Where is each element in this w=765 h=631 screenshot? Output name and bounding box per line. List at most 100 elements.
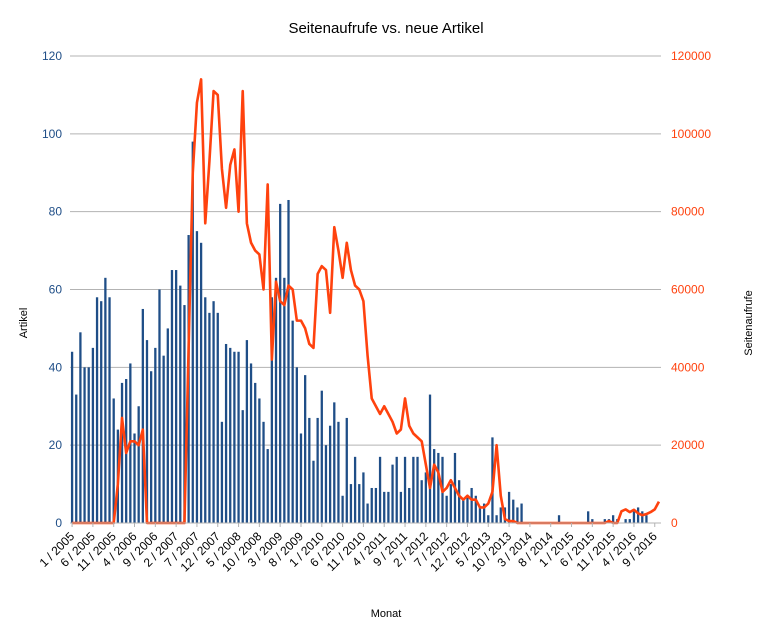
bar — [224, 343, 228, 523]
bar — [403, 456, 407, 523]
bar — [249, 363, 253, 523]
bar — [70, 351, 74, 523]
bar — [120, 382, 124, 523]
bar — [83, 367, 86, 523]
bar — [362, 472, 365, 523]
y-left-tick-label: 40 — [49, 360, 63, 374]
bar — [87, 367, 90, 523]
bar — [424, 472, 427, 523]
bar — [204, 297, 207, 523]
bar — [162, 355, 165, 523]
bar — [308, 417, 311, 523]
bar — [100, 301, 103, 523]
bar — [179, 285, 182, 523]
y-left-tick-label: 0 — [55, 516, 62, 530]
bar — [433, 449, 436, 523]
bar — [312, 460, 315, 523]
bar — [383, 491, 386, 523]
bar — [91, 347, 95, 524]
bar — [104, 277, 107, 523]
bar — [79, 332, 82, 523]
bar — [170, 270, 174, 523]
bar — [445, 495, 448, 523]
bar — [208, 312, 211, 523]
bar — [358, 484, 361, 523]
bar — [216, 312, 219, 523]
bar — [304, 375, 307, 523]
bar — [587, 511, 590, 523]
y-axis-right-label: Seitenaufrufe — [743, 290, 755, 355]
bar — [158, 289, 161, 523]
y-right-tick-label: 40000 — [671, 360, 705, 374]
bar — [133, 433, 136, 523]
bar — [462, 499, 465, 523]
bar — [399, 491, 403, 523]
bar — [324, 445, 328, 523]
y-left-tick-label: 60 — [49, 283, 63, 297]
bar — [391, 464, 394, 524]
bar — [591, 519, 594, 523]
y-right-tick-label: 120000 — [671, 49, 711, 63]
bar — [512, 499, 515, 523]
bar — [191, 141, 194, 523]
x-axis-label: Monat — [371, 608, 402, 620]
bar — [624, 519, 627, 523]
bar — [254, 382, 257, 523]
bar — [141, 308, 144, 523]
bar — [341, 495, 344, 523]
y-right-tick-label: 20000 — [671, 438, 705, 452]
bar — [212, 301, 215, 523]
bar — [233, 351, 236, 523]
bar — [229, 347, 232, 524]
bar — [337, 421, 340, 523]
bar — [466, 495, 469, 523]
bar — [137, 406, 140, 523]
y-right-tick-label: 100000 — [671, 127, 711, 141]
bar — [458, 480, 461, 523]
bar — [291, 320, 294, 523]
bar — [611, 515, 615, 523]
y-right-tick-label: 0 — [671, 516, 678, 530]
bar — [516, 507, 519, 523]
bar — [274, 277, 278, 523]
y-axis-right-ticks: 0 20000 40000 60000 80000 100000 120000 — [671, 49, 711, 530]
bar — [183, 305, 186, 523]
bar — [470, 487, 473, 523]
bar — [328, 425, 332, 523]
y-left-tick-label: 100 — [42, 127, 62, 141]
bar — [349, 484, 353, 523]
bar — [174, 270, 178, 523]
bar — [237, 351, 240, 523]
bar — [370, 487, 373, 523]
bar — [112, 398, 115, 523]
bar — [345, 417, 348, 523]
bar — [266, 449, 269, 523]
bar — [258, 398, 261, 523]
bar — [378, 456, 382, 523]
bar — [632, 511, 636, 523]
bar — [420, 480, 423, 523]
bar — [154, 347, 157, 524]
bar — [279, 203, 282, 523]
bar — [241, 410, 244, 523]
bar — [299, 433, 303, 523]
bar — [245, 340, 249, 523]
bar — [166, 328, 169, 523]
bar — [603, 519, 606, 523]
bar — [628, 519, 631, 523]
y-left-tick-label: 20 — [49, 438, 63, 452]
chart-title: Seitenaufrufe vs. neue Artikel — [288, 20, 483, 37]
bar — [636, 507, 640, 523]
y-axis-left-ticks: 0 20 40 60 80 100 120 — [42, 49, 62, 530]
bar — [374, 487, 378, 523]
bar — [416, 456, 419, 523]
bar — [283, 277, 286, 523]
bar — [320, 390, 323, 523]
bar — [150, 371, 153, 523]
bar — [437, 452, 440, 523]
bar — [199, 242, 203, 524]
bar — [145, 340, 149, 523]
bar — [262, 421, 265, 523]
